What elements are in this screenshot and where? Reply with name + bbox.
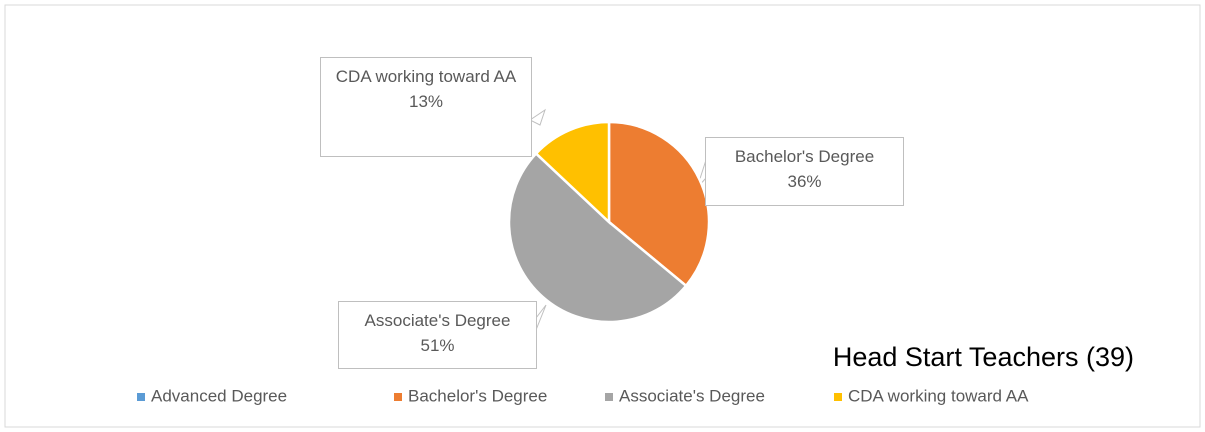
pie-slice	[507, 151, 688, 324]
label-category: Bachelor's Degree	[734, 147, 875, 166]
pie-slice	[534, 120, 611, 225]
legend-label: Associate's Degree	[619, 386, 765, 405]
chart-title: Head Start Teachers (39)	[833, 342, 1134, 372]
legend-swatch	[834, 393, 842, 401]
label-value: 51%	[420, 336, 455, 355]
legend-label: Bachelor's Degree	[408, 386, 547, 405]
data-label: CDA working toward AA 13%	[320, 57, 532, 157]
label-value: 13%	[408, 92, 444, 111]
label-value: 36%	[787, 172, 822, 191]
callout-pointer	[529, 108, 546, 126]
pie-slice	[607, 120, 711, 288]
legend-swatch	[394, 393, 402, 401]
legend-label: Advanced Degree	[151, 386, 287, 405]
legend-label: CDA working toward AA	[848, 386, 1029, 405]
data-label: Associate's Degree 51%	[338, 301, 537, 369]
label-category: CDA working toward AA	[335, 67, 517, 86]
legend-swatch	[605, 393, 613, 401]
data-label: Bachelor's Degree 36%	[705, 137, 904, 206]
legend-swatch	[137, 393, 145, 401]
label-category: Associate's Degree	[364, 311, 511, 330]
